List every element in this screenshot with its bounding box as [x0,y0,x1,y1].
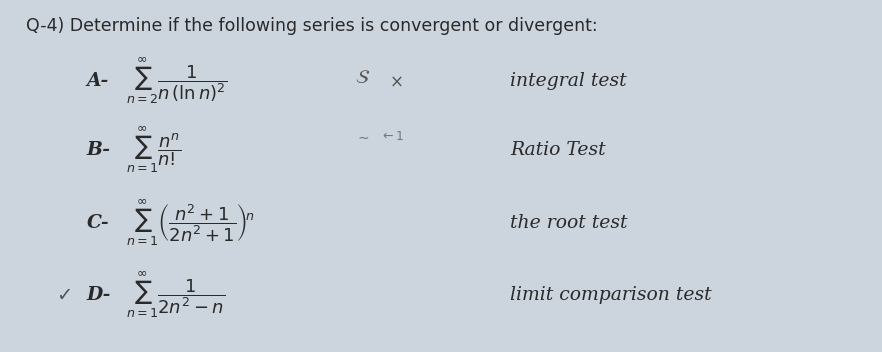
Text: $\mathcal{S}$: $\mathcal{S}$ [355,68,370,87]
Text: $\leftarrow 1$: $\leftarrow 1$ [380,130,405,143]
Text: $\times$: $\times$ [389,72,403,90]
Text: D-: D- [86,286,111,304]
Text: ✓: ✓ [56,285,72,304]
Text: A-: A- [86,72,108,90]
Text: integral test: integral test [510,72,627,90]
Text: $\sum_{n=1}^{\infty} \dfrac{1}{2n^2-n}$: $\sum_{n=1}^{\infty} \dfrac{1}{2n^2-n}$ [125,270,225,320]
Text: $\sum_{n=2}^{\infty} \dfrac{1}{n\,(\ln n)^2}$: $\sum_{n=2}^{\infty} \dfrac{1}{n\,(\ln n… [125,56,227,106]
Text: C-: C- [86,214,109,232]
Text: $\sum_{n=1}^{\infty} \left(\dfrac{n^2+1}{2n^2+1}\right)^{\!n}$: $\sum_{n=1}^{\infty} \left(\dfrac{n^2+1}… [125,197,255,248]
Text: B-: B- [86,141,110,159]
Text: $\sim$: $\sim$ [355,129,370,143]
Text: Q-4) Determine if the following series is convergent or divergent:: Q-4) Determine if the following series i… [26,17,598,35]
Text: the root test: the root test [510,214,628,232]
Text: limit comparison test: limit comparison test [510,286,712,304]
Text: Ratio Test: Ratio Test [510,141,606,159]
Text: $\sum_{n=1}^{\infty} \dfrac{n^n}{n!}$: $\sum_{n=1}^{\infty} \dfrac{n^n}{n!}$ [125,125,181,175]
